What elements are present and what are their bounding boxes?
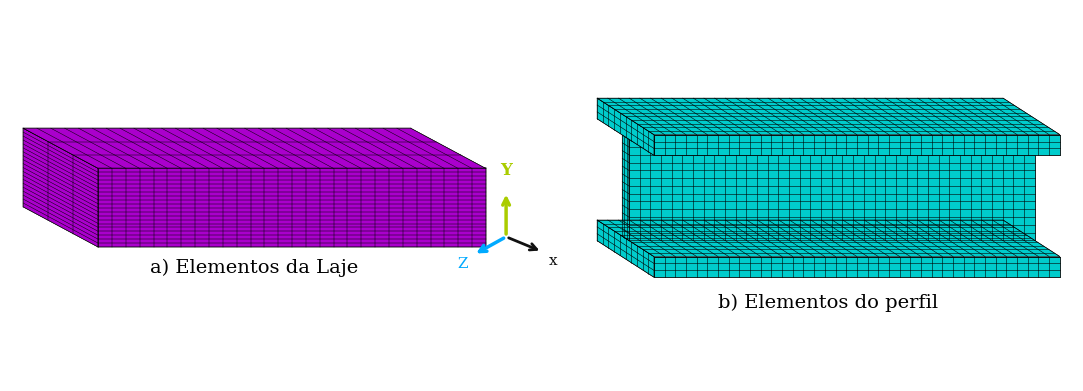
Polygon shape <box>629 139 1034 240</box>
Polygon shape <box>597 220 654 277</box>
Polygon shape <box>623 135 629 240</box>
Text: a) Elementos da Laje: a) Elementos da Laje <box>151 258 358 276</box>
Polygon shape <box>23 128 99 247</box>
Text: x: x <box>549 254 558 268</box>
Polygon shape <box>597 220 1060 256</box>
Polygon shape <box>597 98 654 155</box>
Text: Z: Z <box>457 257 468 271</box>
Text: Y: Y <box>500 162 512 179</box>
Polygon shape <box>654 135 1060 155</box>
Text: b) Elementos do perfil: b) Elementos do perfil <box>718 294 939 312</box>
Polygon shape <box>597 98 1060 135</box>
Polygon shape <box>99 169 486 247</box>
Polygon shape <box>23 128 486 169</box>
Polygon shape <box>654 256 1060 277</box>
